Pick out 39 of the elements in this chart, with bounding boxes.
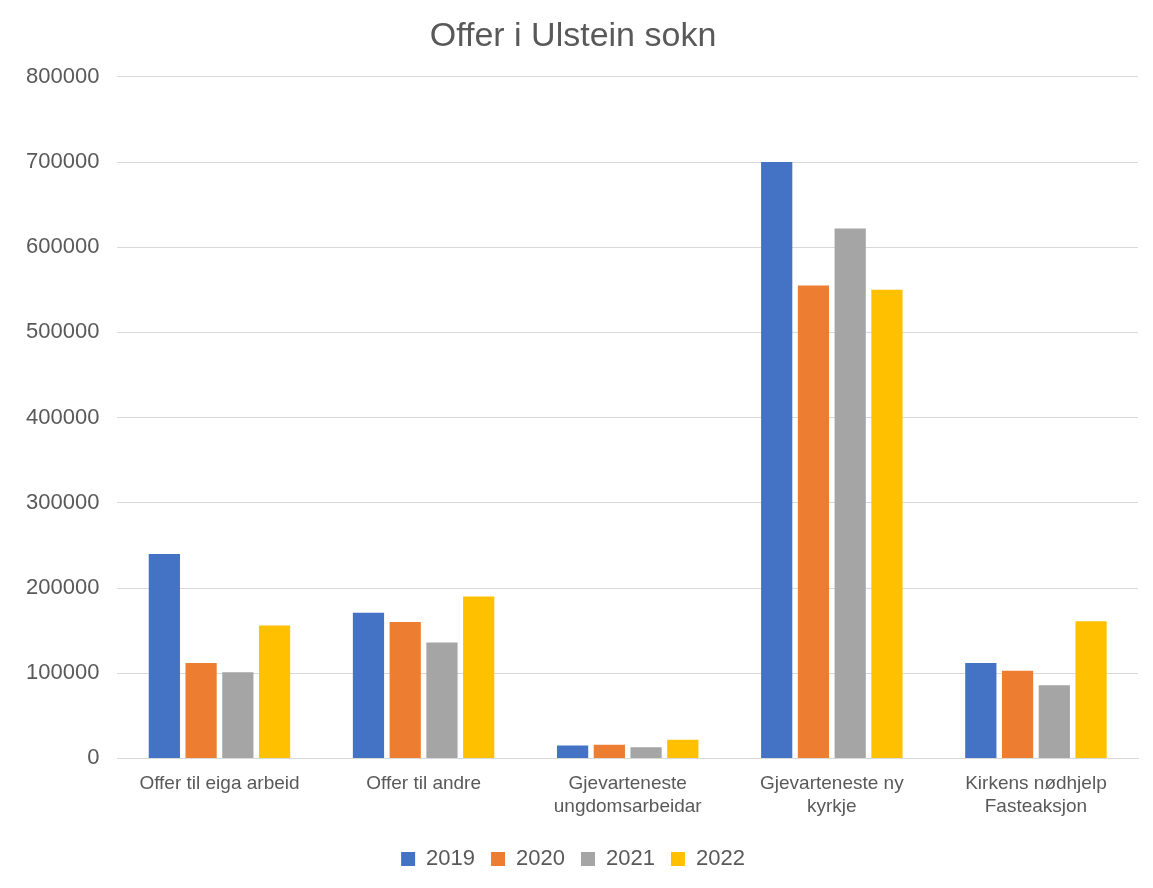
- y-tick-label: 100000: [25, 659, 100, 685]
- y-tick-label: 700000: [25, 148, 100, 174]
- bar: [1038, 685, 1070, 758]
- y-tick-label: 800000: [25, 62, 100, 88]
- x-tick-label: Gjevarteneste ny kyrkje: [760, 772, 905, 816]
- y-tick-label: 400000: [25, 403, 100, 429]
- bar: [148, 553, 180, 758]
- legend-label: 2021: [606, 845, 655, 871]
- bar: [965, 662, 997, 758]
- bar: [185, 662, 217, 758]
- bar: [426, 642, 458, 758]
- bar: [871, 289, 903, 758]
- y-tick-label: 200000: [25, 574, 100, 600]
- bar: [556, 745, 589, 758]
- x-tick-label: Offer til eiga arbeid: [139, 772, 300, 794]
- bar: [463, 596, 495, 758]
- legend-label: 2022: [695, 845, 745, 871]
- x-tick-label: Gjevarteneste ungdomsarbeidar: [553, 772, 703, 816]
- legend-label: 2019: [426, 845, 476, 871]
- bar: [258, 625, 291, 758]
- x-tick-label: Kirkens nødhjelp Fasteaksjon: [965, 772, 1107, 816]
- bar: [1001, 670, 1034, 758]
- y-tick-label: 500000: [25, 318, 100, 344]
- bar: [630, 747, 662, 758]
- y-tick-label: 600000: [25, 233, 100, 259]
- legend-label: 2020: [516, 845, 566, 871]
- bar: [797, 285, 830, 758]
- y-tick-label: 0: [87, 744, 100, 770]
- bar: [389, 622, 421, 758]
- bar: [1075, 621, 1107, 758]
- bar: [352, 612, 385, 758]
- x-tick-label: Offer til andre: [366, 772, 481, 794]
- bar: [761, 162, 793, 758]
- bar: [593, 744, 625, 758]
- bar: [834, 228, 866, 758]
- bar: [222, 672, 254, 758]
- y-tick-label: 300000: [25, 488, 100, 514]
- chart-title: Offer i Ulstein sokn: [429, 14, 717, 53]
- bar: [667, 739, 699, 758]
